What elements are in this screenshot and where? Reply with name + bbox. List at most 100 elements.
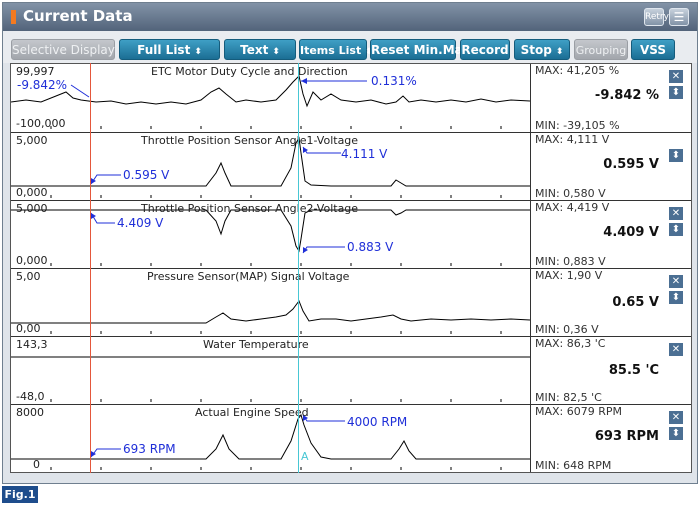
engine-speed-bottom-scale: 0 [33,458,40,471]
tps1-title: Throttle Position Sensor Angle1-Voltage [141,134,359,147]
sensor-row-engine-speed: 8000 0 Actual Engine Speed 693 RPM 4000 … [11,404,691,472]
water-temp-min: MIN: 82,5 'C [535,391,602,404]
items-list-button[interactable]: Items List⬍ [299,39,373,60]
tps2-trace-svg [11,209,530,266]
etc-stats: MAX: 41,205 % -9.842 % MIN: -39,105 % ✕ … [530,64,691,132]
tps2-bottom-scale: 0,000 [16,254,48,267]
items-list-label: Items List [300,44,362,57]
close-icon: ✕ [671,208,681,219]
tps2-min: MIN: 0,883 V [535,255,606,268]
tps2-stats: MAX: 4,419 V 4.409 V MIN: 0,883 V ✕ ⬍ [530,201,691,268]
toolbar: Selective Display⬍ Full List⬍ Text⬍ Item… [3,31,697,63]
water-temp-title: Water Temperature [203,338,309,351]
tps1-min: MIN: 0,580 V [535,187,606,200]
text-button[interactable]: Text ⬍ [224,39,296,60]
engine-speed-reorder-button[interactable]: ⬍ [669,427,683,440]
selective-display-button[interactable]: Selective Display⬍ [11,39,126,60]
etc-current-value: -9.842 % [594,88,659,103]
title-bar: Current Data Retry ☰ [3,3,697,31]
cursor-line-red[interactable] [90,63,91,473]
water-temp-stats: MAX: 86,3 'C 85.5 'C MIN: 82,5 'C ✕ [530,337,691,404]
text-arrow-icon: ⬍ [272,47,280,57]
record-button[interactable]: Record [460,39,510,60]
engine-speed-remove-button[interactable]: ✕ [669,411,683,424]
sensor-row-etc: 99,997 -100,000 ETC Motor Duty Cycle and… [11,64,691,132]
tps1-current-value: 0.595 V [603,157,659,172]
engine-speed-min: MIN: 648 RPM [535,459,612,472]
stop-arrow-icon: ⬍ [555,47,564,57]
tps1-reorder-button[interactable]: ⬍ [669,149,683,162]
reorder-icon: ⬍ [671,150,681,161]
tps2-plot: 5,000 0,000 Throttle Position Sensor Ang… [11,201,530,268]
full-list-button[interactable]: Full List ⬍ [119,39,220,60]
tps1-max: MAX: 4,111 V [535,133,610,146]
tps1-right-annotation: 4.111 V [341,147,388,161]
water-temp-bottom-scale: -48,0 [16,390,45,403]
record-label: Record [461,43,509,57]
close-icon: ✕ [671,344,681,355]
map-bottom-scale: 0,00 [16,322,41,335]
water-temp-trace-svg [11,356,530,402]
sensor-row-tps2: 5,000 0,000 Throttle Position Sensor Ang… [11,200,691,268]
map-remove-button[interactable]: ✕ [669,275,683,288]
tps2-reorder-button[interactable]: ⬍ [669,223,683,236]
grouping-button[interactable]: Grouping [574,39,628,60]
reorder-icon: ⬍ [671,292,681,303]
etc-max: MAX: 41,205 % [535,64,620,77]
etc-remove-button[interactable]: ✕ [669,70,683,83]
tps2-top-scale: 5,000 [16,202,48,215]
engine-speed-title: Actual Engine Speed [195,406,309,419]
sensor-row-water-temp: 143,3 -48,0 Water Temperature MAX: 86,3 … [11,336,691,404]
tps2-current-value: 4.409 V [603,225,659,240]
grouping-label: Grouping [575,44,627,57]
reorder-icon: ⬍ [671,428,681,439]
tps1-left-annotation: 0.595 V [123,168,170,182]
map-reorder-button[interactable]: ⬍ [669,291,683,304]
map-top-scale: 5,00 [16,270,41,283]
water-temp-max: MAX: 86,3 'C [535,337,606,350]
engine-speed-max: MAX: 6079 RPM [535,405,623,418]
vss-button[interactable]: VSS [631,39,675,60]
engine-speed-stats: MAX: 6079 RPM 693 RPM MIN: 648 RPM ✕ ⬍ [530,405,691,472]
retry-button[interactable]: Retry [644,8,669,26]
etc-right-annotation: 0.131% [371,74,417,88]
tps2-remove-button[interactable]: ✕ [669,207,683,220]
etc-reorder-button[interactable]: ⬍ [669,86,683,99]
map-max: MAX: 1,90 V [535,269,603,282]
reset-minmax-button[interactable]: Reset Min.Max [370,39,471,60]
cursor-line-cyan[interactable] [298,63,299,473]
title-accent-mark [11,10,16,24]
water-temp-current-value: 85.5 'C [608,363,659,378]
cursor-a-label: A [301,450,309,463]
map-plot: 5,00 0,00 Pressure Sensor(MAP) Signal Vo… [11,269,530,336]
reset-minmax-label: Reset Min.Max [371,43,471,57]
engine-speed-trace-svg [11,413,530,470]
map-min: MIN: 0,36 V [535,323,599,336]
tps1-trace-svg [11,136,530,198]
full-list-arrow-icon: ⬍ [194,47,202,57]
water-temp-top-scale: 143,3 [16,338,48,351]
tps2-max: MAX: 4,419 V [535,201,610,214]
map-stats: MAX: 1,90 V 0.65 V MIN: 0,36 V ✕ ⬍ [530,269,691,336]
close-icon: ✕ [671,412,681,423]
engine-speed-plot: 8000 0 Actual Engine Speed 693 RPM 4000 … [11,405,530,472]
menu-button[interactable]: ☰ [669,8,689,26]
tps1-bottom-scale: 0,000 [16,186,48,199]
graph-panel: 99,997 -100,000 ETC Motor Duty Cycle and… [10,63,692,473]
full-list-label: Full List [137,43,191,57]
close-icon: ✕ [671,71,681,82]
text-label: Text [240,43,269,57]
tps2-right-annotation: 0.883 V [347,240,394,254]
close-icon: ✕ [671,276,681,287]
tps2-title: Throttle Position Sensor Angle2-Voltage [141,202,359,215]
sensor-row-map: 5,00 0,00 Pressure Sensor(MAP) Signal Vo… [11,268,691,336]
stop-button[interactable]: Stop ⬍ [514,39,570,60]
etc-title: ETC Motor Duty Cycle and Direction [151,65,348,78]
map-trace-svg [11,299,530,334]
water-temp-remove-button[interactable]: ✕ [669,343,683,356]
etc-min: MIN: -39,105 % [535,119,620,132]
stop-label: Stop [520,43,552,57]
engine-speed-right-annotation: 4000 RPM [347,415,408,429]
reorder-icon: ⬍ [671,87,681,98]
map-current-value: 0.65 V [612,295,659,310]
